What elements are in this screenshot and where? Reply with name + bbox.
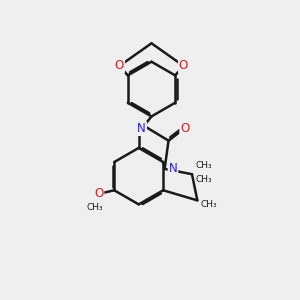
Text: CH₃: CH₃	[87, 203, 104, 212]
Text: CH₃: CH₃	[201, 200, 217, 209]
Text: O: O	[115, 59, 124, 72]
Text: CH₃: CH₃	[196, 175, 212, 184]
Text: O: O	[179, 59, 188, 72]
Text: CH₃: CH₃	[196, 161, 212, 170]
Text: N: N	[169, 162, 177, 176]
Text: O: O	[94, 187, 104, 200]
Text: O: O	[180, 122, 190, 135]
Text: N: N	[137, 122, 146, 135]
